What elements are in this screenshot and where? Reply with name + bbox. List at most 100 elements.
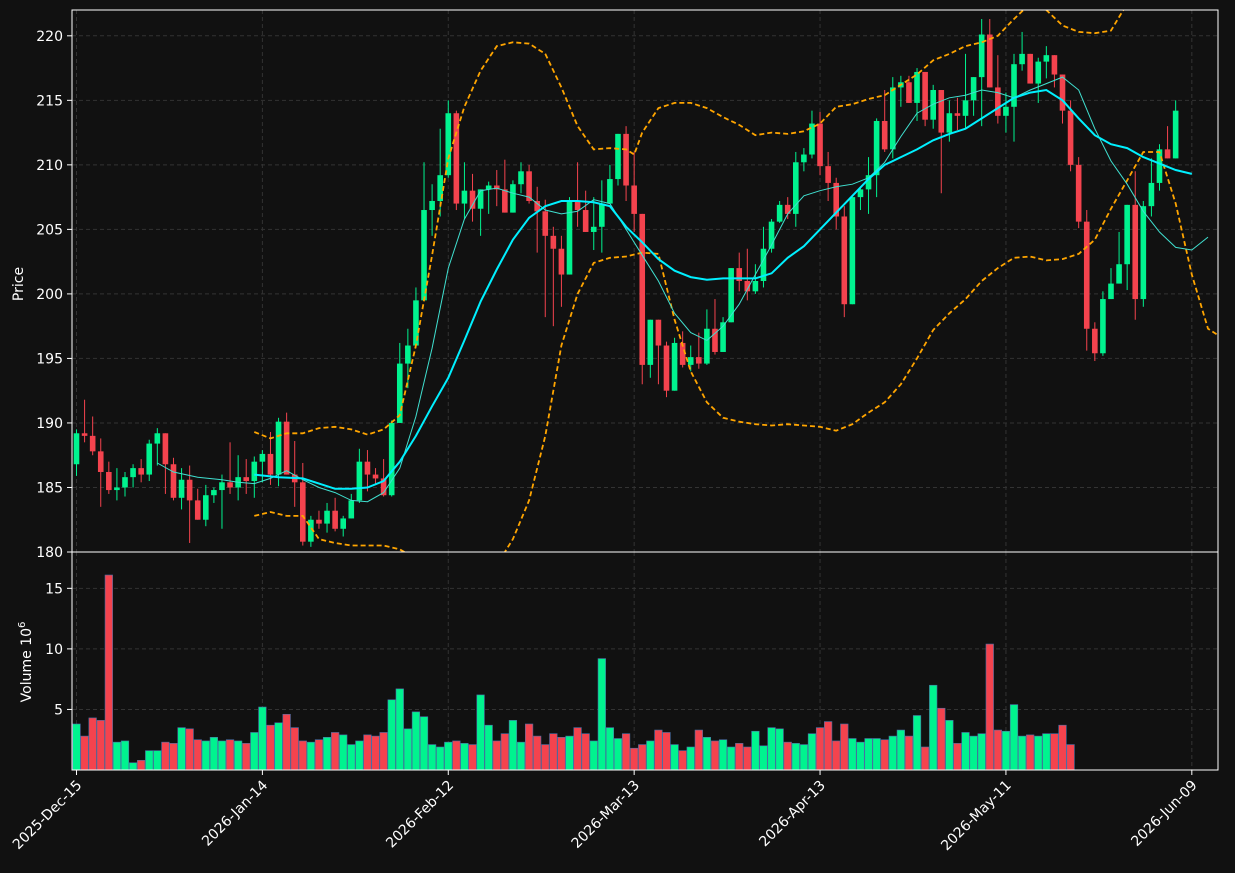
candle-body [502, 189, 508, 213]
candle-body [275, 421, 282, 475]
volume-bar [395, 688, 404, 770]
volume-bar [347, 744, 356, 770]
candle [566, 197, 573, 275]
candle-body [986, 34, 993, 88]
candle [138, 459, 144, 483]
volume-bar [1034, 735, 1043, 770]
candle-body [1003, 106, 1009, 116]
candle-body [865, 175, 872, 190]
candle [857, 186, 864, 211]
volume-bar [694, 729, 703, 770]
volume-bar [169, 743, 178, 770]
volume-tick-label: 15 [45, 581, 63, 597]
candle [1140, 200, 1147, 307]
candle-body [97, 451, 104, 472]
candle-body [776, 204, 783, 222]
candle [736, 252, 743, 292]
candle-body [186, 479, 193, 501]
volume-bar [137, 760, 146, 770]
candle-body [1100, 299, 1106, 354]
candle-body [655, 319, 662, 346]
volume-bar [1017, 735, 1027, 770]
volume-bar [234, 740, 243, 770]
candle-body [493, 185, 500, 190]
volume-bar [824, 721, 833, 770]
candle-body [316, 519, 322, 524]
volume-bar [1066, 744, 1075, 770]
volume-tick-label: 10 [45, 642, 63, 658]
candle [865, 157, 872, 214]
candle [1083, 210, 1090, 351]
volume-bar [832, 740, 841, 770]
volume-bar [597, 658, 606, 770]
volume-bar [840, 723, 849, 770]
candle-body [639, 213, 646, 365]
candle-body [73, 433, 80, 465]
volume-bar [428, 744, 437, 770]
candle [631, 151, 637, 232]
candle-body [833, 182, 840, 217]
candle-body [154, 433, 161, 444]
volume-bar [484, 724, 493, 770]
candle-body [704, 328, 710, 364]
candle-body [178, 479, 185, 498]
volume-bar [743, 746, 752, 770]
candle-body [114, 487, 120, 491]
slow-moving-average-line [254, 88, 1193, 490]
candle-body [283, 421, 290, 475]
volume-bar [775, 728, 784, 770]
indicator-overlays [157, 10, 1218, 552]
candle [986, 19, 993, 88]
candle [283, 412, 290, 475]
candle [186, 465, 193, 543]
candle-body [211, 490, 217, 496]
price-tick-label: 215 [36, 93, 63, 109]
volume-panel-frame [71, 551, 1219, 771]
candle [696, 332, 702, 369]
candle [324, 502, 330, 533]
volume-bar [953, 743, 962, 770]
volume-bar [161, 741, 170, 770]
candle-body [1116, 264, 1122, 284]
candle [114, 468, 120, 501]
volume-bar [72, 723, 81, 770]
candle-body [849, 197, 856, 305]
candle-body [1027, 53, 1033, 84]
volume-bar [185, 728, 194, 770]
volume-bar [80, 735, 89, 770]
candle-body [1172, 110, 1179, 159]
candle [1067, 100, 1074, 172]
candle-body [647, 319, 654, 365]
volume-bar [298, 740, 307, 770]
volume-bar [573, 727, 582, 770]
candle [1164, 126, 1171, 159]
volume-bar [1050, 733, 1059, 770]
volume-bar [120, 740, 130, 770]
candle [1051, 55, 1058, 88]
candle-body [89, 435, 96, 452]
candle [930, 84, 936, 129]
price-tick-label: 210 [36, 158, 63, 174]
candle [332, 497, 338, 532]
candle [372, 468, 379, 484]
candle-body [1019, 53, 1025, 65]
volume-bar [759, 745, 768, 770]
volume-bar [735, 743, 744, 770]
candle-body [380, 478, 387, 496]
candle-body [259, 453, 266, 462]
candle-body [364, 461, 371, 475]
volume-bar [856, 741, 865, 770]
candle [299, 462, 306, 546]
volume-bar [274, 722, 283, 770]
candle [348, 493, 355, 519]
volume-bar [727, 746, 736, 770]
volume-bar [549, 733, 558, 770]
price-tick-label: 220 [36, 29, 63, 45]
candle-body [130, 468, 136, 478]
volume-bar [638, 744, 647, 770]
candle-body [122, 477, 128, 488]
candle-body [566, 200, 573, 275]
candle-body [1156, 149, 1163, 183]
volume-bar [112, 741, 122, 770]
candle [356, 448, 363, 503]
